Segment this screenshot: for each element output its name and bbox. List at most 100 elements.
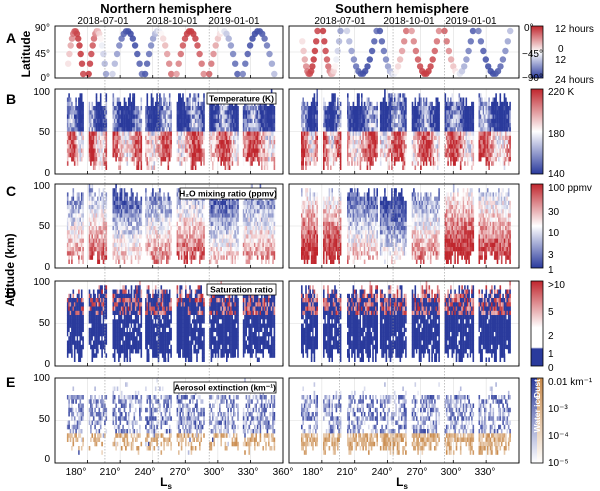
heatmap-cell — [265, 217, 267, 222]
heatmap-cell — [161, 226, 164, 231]
heatmap-cell — [116, 192, 119, 197]
heatmap-cell — [72, 188, 75, 193]
heatmap-cell — [263, 242, 266, 248]
heatmap-cell — [214, 209, 217, 214]
heatmap-cell — [166, 135, 168, 141]
heatmap-cell — [145, 217, 147, 222]
heatmap-cell — [163, 93, 165, 98]
heatmap-cell — [152, 196, 154, 201]
heatmap-cell — [127, 144, 130, 149]
heatmap-cell — [170, 242, 172, 248]
heatmap-cell — [139, 344, 141, 350]
heatmap-cell — [80, 93, 83, 98]
heatmap-cell — [90, 336, 92, 341]
heatmap-cell — [263, 123, 266, 128]
heatmap-cell — [116, 302, 119, 307]
heatmap-cell — [228, 152, 231, 158]
heatmap-cell — [94, 192, 96, 197]
heatmap-cell — [159, 332, 161, 337]
heatmap-cell — [254, 106, 256, 111]
heatmap-cell — [189, 101, 191, 107]
heatmap-cell — [261, 135, 263, 141]
heatmap-cell — [168, 127, 171, 132]
heatmap-cell — [134, 302, 137, 307]
heatmap-cell — [190, 217, 193, 222]
heatmap-cell — [76, 144, 79, 149]
heatmap-cell — [76, 298, 79, 303]
heatmap-cell — [88, 221, 91, 227]
heatmap-cell — [179, 213, 181, 218]
heatmap-cell — [166, 298, 168, 303]
heatmap-cell — [226, 213, 228, 218]
heatmap-cell — [127, 310, 130, 316]
heatmap-cell — [194, 106, 197, 111]
heatmap-cell — [119, 234, 122, 239]
heatmap-cell — [168, 251, 171, 256]
heatmap-cell — [101, 221, 103, 227]
heatmap-cell — [95, 97, 98, 102]
heatmap-cell — [140, 200, 143, 206]
heatmap-cell — [231, 242, 234, 248]
heatmap-cell — [152, 205, 154, 210]
heatmap-cell — [163, 217, 165, 222]
heatmap-cell — [258, 209, 260, 214]
heatmap-cell — [163, 127, 165, 132]
heatmap-cell — [78, 298, 80, 303]
heatmap-cell — [214, 140, 217, 145]
heatmap-cell — [244, 118, 246, 124]
heatmap-cell — [145, 213, 147, 218]
heatmap-cell — [273, 161, 276, 166]
heatmap-cell — [130, 140, 133, 145]
heatmap-cell — [95, 221, 98, 227]
heatmap-cell — [270, 238, 273, 243]
heatmap-cell — [139, 123, 141, 128]
heatmap-cell — [119, 327, 122, 333]
heatmap-cell — [94, 196, 96, 201]
heatmap-cell — [217, 221, 220, 227]
heatmap-cell — [126, 298, 129, 303]
heatmap-cell — [92, 209, 95, 214]
heatmap-cell — [126, 340, 129, 345]
heatmap-cell — [82, 242, 84, 248]
heatmap-cell — [66, 344, 69, 350]
heatmap-cell — [136, 234, 138, 239]
heatmap-cell — [224, 118, 227, 124]
heatmap-cell — [266, 230, 269, 235]
heatmap-cell — [146, 106, 149, 111]
heatmap-cell — [127, 123, 130, 128]
heatmap-cell — [72, 336, 75, 341]
heatmap-cell — [245, 157, 248, 162]
heatmap-cell — [69, 247, 72, 252]
heatmap-cell — [95, 353, 98, 358]
heatmap-cell — [82, 302, 84, 307]
heatmap-cell — [88, 196, 91, 201]
heatmap-cell — [115, 230, 117, 235]
heatmap-cell — [156, 200, 158, 206]
heatmap-cell — [99, 114, 102, 119]
heatmap-cell — [129, 323, 131, 328]
heatmap-cell — [263, 217, 266, 222]
heatmap-cell — [164, 110, 167, 115]
heatmap-cell — [137, 226, 140, 231]
heatmap-cell — [134, 144, 137, 149]
heatmap-cell — [196, 131, 198, 136]
heatmap-cell — [123, 285, 126, 290]
heatmap-cell — [192, 230, 194, 235]
heatmap-cell — [200, 110, 202, 115]
heatmap-cell — [154, 332, 157, 337]
heatmap-cell — [101, 285, 103, 290]
heatmap-cell — [159, 302, 161, 307]
heatmap-cell — [146, 332, 149, 337]
heatmap-cell — [147, 144, 150, 149]
heatmap-cell — [159, 144, 161, 149]
heatmap-cell — [230, 209, 232, 214]
heatmap-cell — [170, 209, 172, 214]
heatmap-cell — [79, 200, 82, 206]
heatmap-cell — [105, 161, 108, 166]
heatmap-cell — [136, 140, 138, 145]
heatmap-cell — [71, 319, 73, 324]
heatmap-cell — [134, 251, 137, 256]
heatmap-cell — [91, 344, 94, 350]
heatmap-cell — [258, 135, 260, 141]
heatmap-cell — [105, 118, 108, 124]
